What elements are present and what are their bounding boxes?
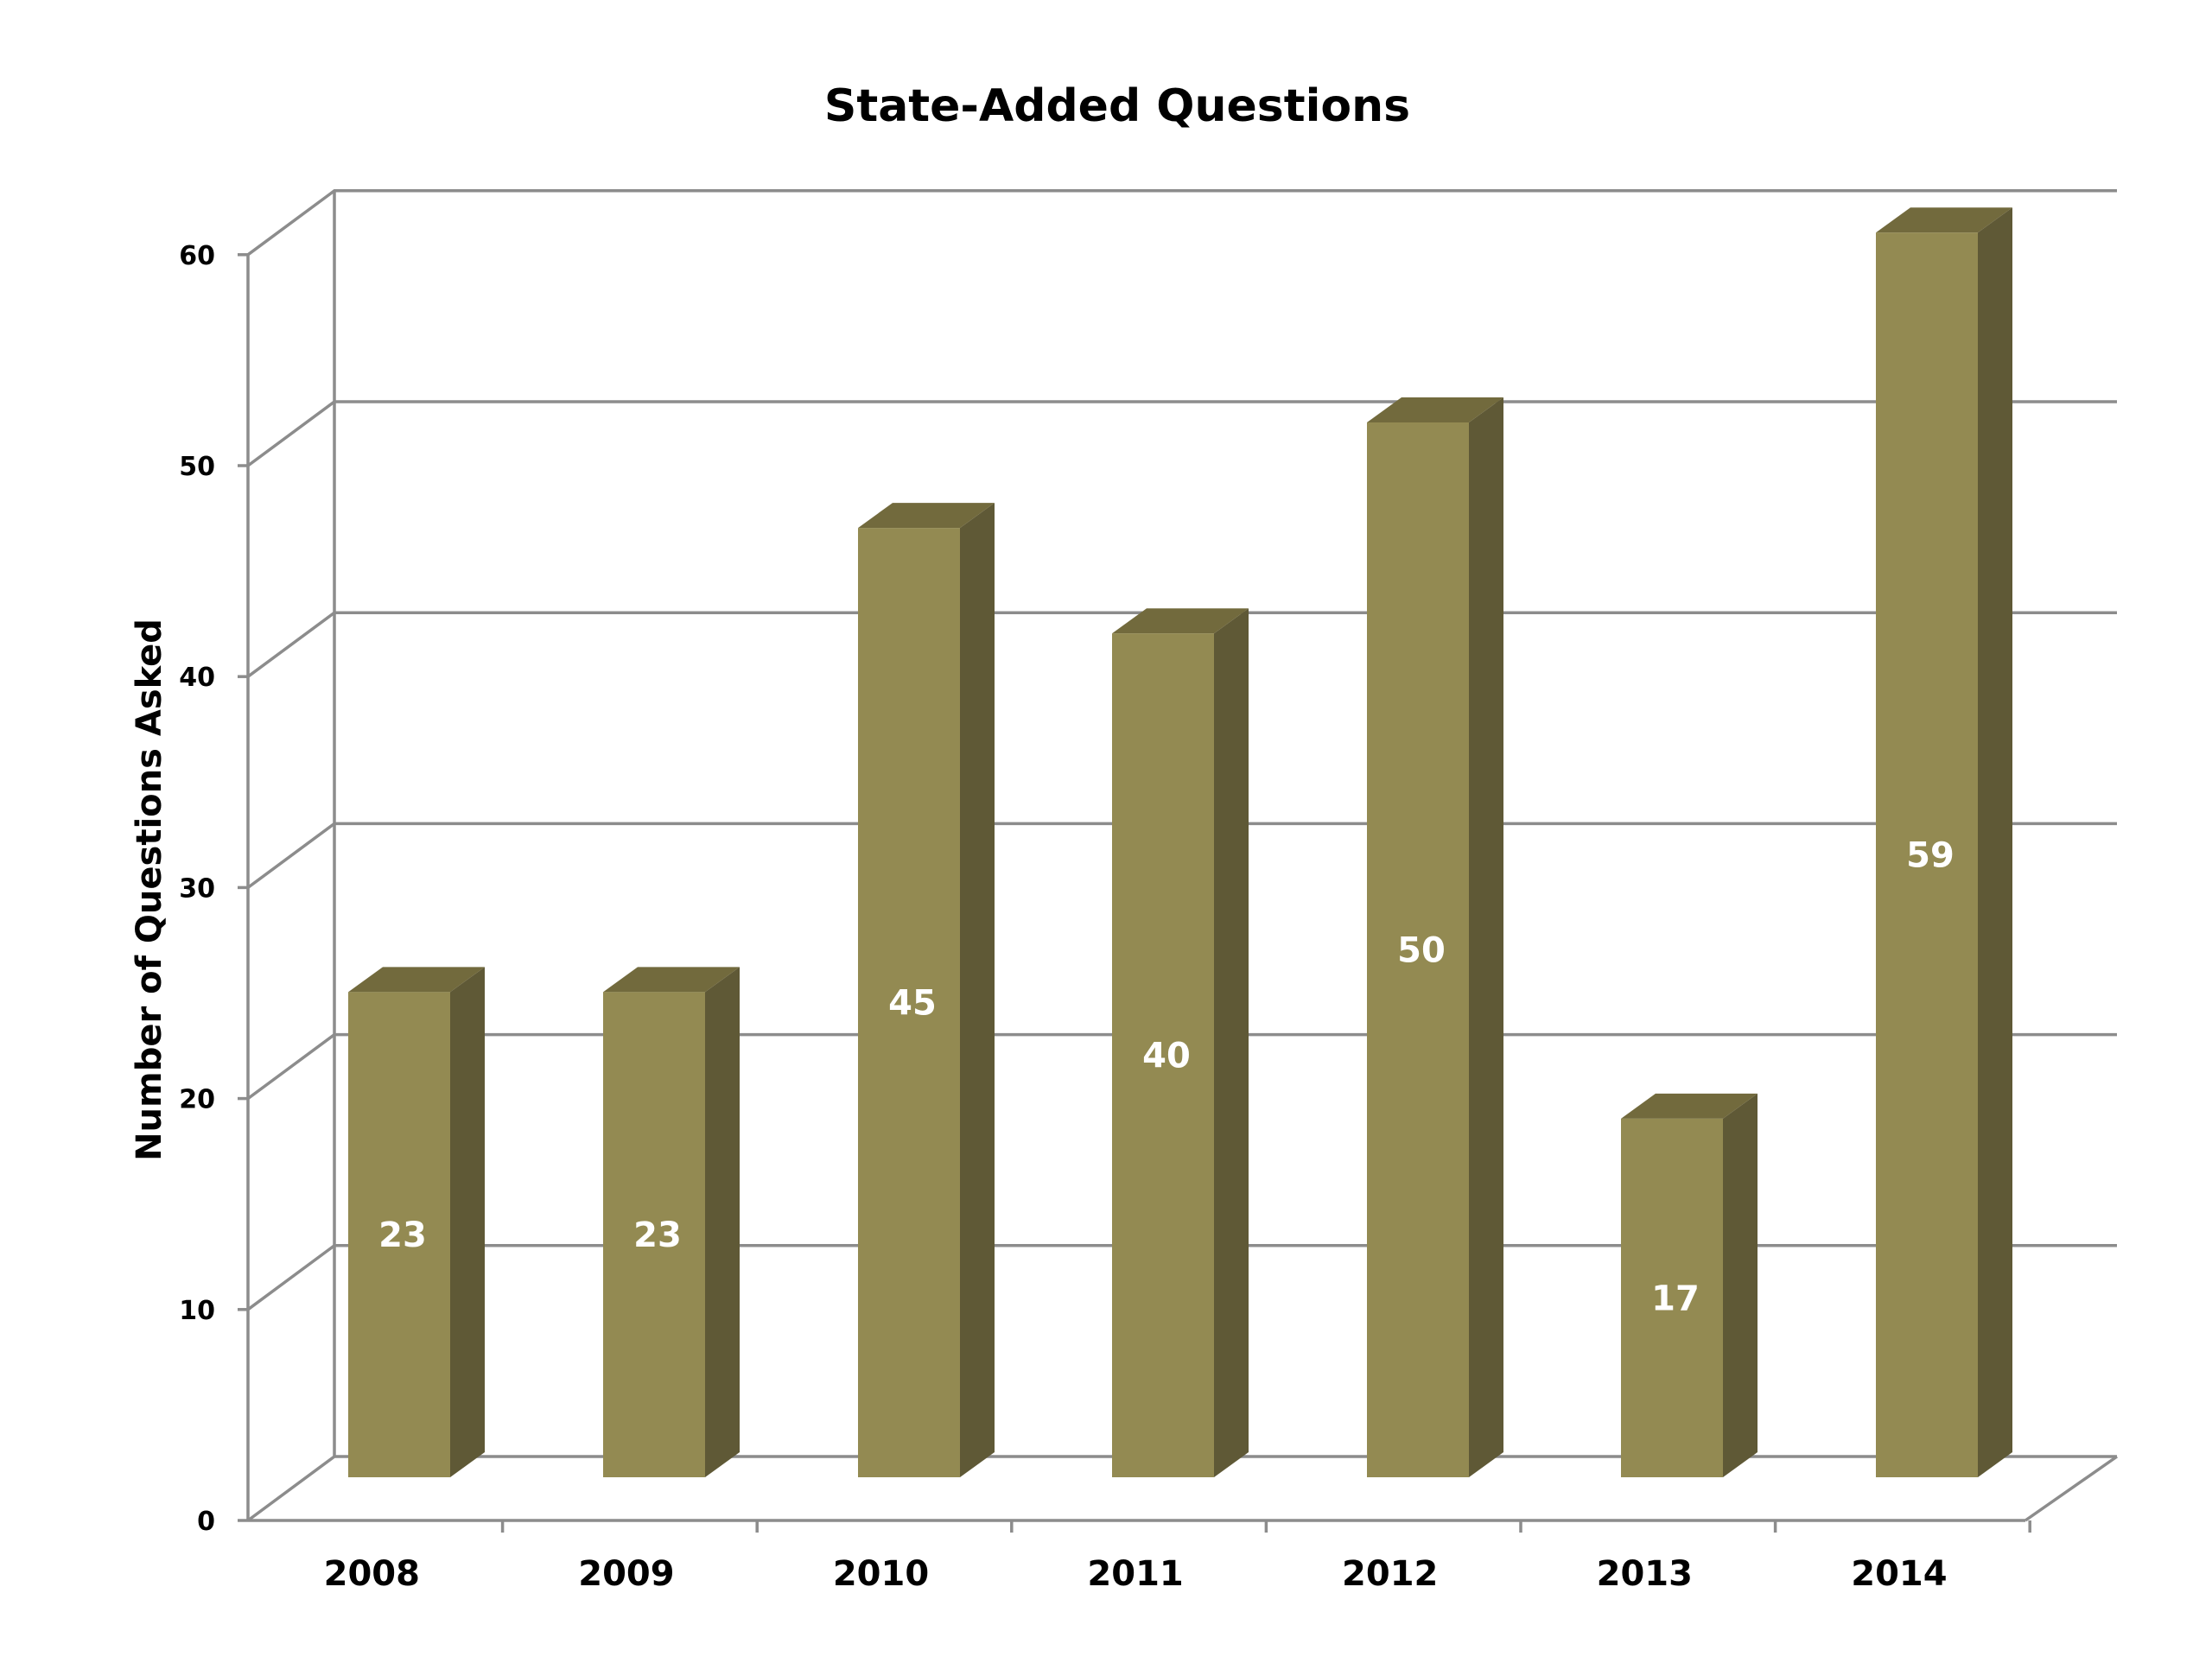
data-label: 17 xyxy=(1651,1279,1700,1318)
bar-2009 xyxy=(603,967,740,1477)
bar-side xyxy=(1723,1093,1758,1477)
data-label: 40 xyxy=(1142,1037,1191,1076)
x-tick-label: 2008 xyxy=(324,1554,420,1594)
floor-right-edge xyxy=(2024,1455,2119,1522)
data-label: 23 xyxy=(633,1216,682,1255)
gridline xyxy=(246,400,2117,467)
data-label: 23 xyxy=(378,1216,427,1255)
x-tick-label: 2014 xyxy=(1851,1554,1947,1594)
x-tick-label: 2011 xyxy=(1087,1554,1183,1594)
bar-side xyxy=(705,967,740,1477)
bar-2010 xyxy=(858,503,995,1477)
bar-2008 xyxy=(348,967,485,1477)
x-tick-label: 2010 xyxy=(833,1554,929,1594)
bar-top xyxy=(1621,1093,1758,1119)
y-tick-label: 60 xyxy=(179,241,215,271)
bar-top xyxy=(858,503,995,529)
bar-front xyxy=(1112,633,1214,1477)
data-label: 45 xyxy=(888,984,937,1024)
data-label: 59 xyxy=(1906,836,1955,876)
y-tick-label: 30 xyxy=(179,873,215,904)
bars xyxy=(348,207,2012,1478)
y-tick-label: 10 xyxy=(179,1296,215,1326)
chart-title: State-Added Questions xyxy=(824,80,1410,132)
x-tick-label: 2012 xyxy=(1342,1554,1438,1594)
bar-front xyxy=(1876,232,1978,1478)
y-tick-label: 50 xyxy=(179,452,215,482)
axes xyxy=(238,190,2119,1533)
y-tick-labels: 0 10 20 30 40 50 60 xyxy=(179,241,215,1537)
bar-side xyxy=(1978,207,2012,1478)
x-tick-label: 2009 xyxy=(578,1554,674,1594)
bar-2012 xyxy=(1367,397,1503,1477)
bar-top xyxy=(348,967,485,993)
y-tick-label: 40 xyxy=(179,663,215,693)
bar-front xyxy=(1621,1118,1723,1477)
bar-side xyxy=(960,503,995,1477)
gridline xyxy=(246,189,2117,257)
data-label: 50 xyxy=(1397,931,1446,971)
y-tick-label: 0 xyxy=(197,1507,215,1537)
bar-side xyxy=(1214,608,1249,1477)
x-tick-labels: 2008 2009 2010 2011 2012 2013 2014 xyxy=(324,1554,1948,1594)
bar-top xyxy=(1876,207,2012,233)
y-tick-label: 20 xyxy=(179,1085,215,1115)
bar-top xyxy=(1112,608,1249,634)
bar-front xyxy=(1367,422,1469,1477)
bar-front xyxy=(348,992,450,1477)
bar-side xyxy=(450,967,485,1477)
bar-front xyxy=(858,528,960,1477)
bar-top xyxy=(603,967,740,993)
bar-front xyxy=(603,992,705,1477)
y-axis-label: Number of Questions Asked xyxy=(130,619,169,1161)
bar-side xyxy=(1469,397,1503,1477)
data-labels: 23 23 45 40 50 17 59 xyxy=(378,836,1955,1319)
x-tick-label: 2013 xyxy=(1597,1554,1693,1594)
bar-2011 xyxy=(1112,608,1249,1477)
bar-2014 xyxy=(1876,207,2012,1478)
bar-2013 xyxy=(1621,1093,1758,1477)
bar-top xyxy=(1367,397,1503,422)
